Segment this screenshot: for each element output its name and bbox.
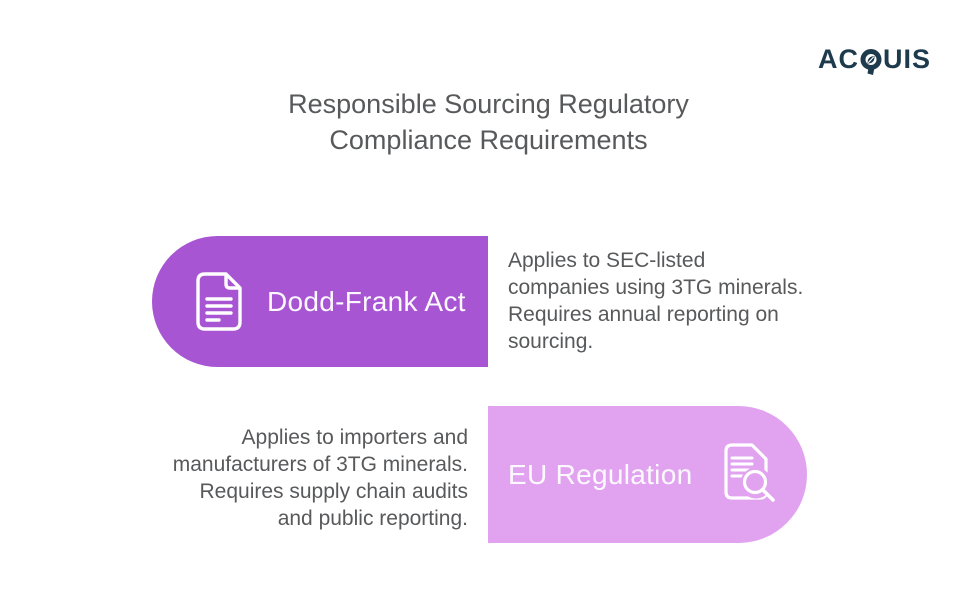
page-title-line-2: Compliance Requirements xyxy=(329,125,648,155)
description-line: Applies to importers and xyxy=(241,426,468,449)
description-line: Applies to SEC-listed xyxy=(508,249,706,272)
acquis-logo: AC UIS xyxy=(818,44,931,75)
logo-q-leaf-icon xyxy=(860,48,882,75)
description-line: Requires supply chain audits xyxy=(199,480,469,503)
description-line: sourcing. xyxy=(508,330,594,353)
pill-eu-regulation: EU Regulation xyxy=(488,406,807,543)
description-eu-regulation: Applies to importers and manufacturers o… xyxy=(140,424,468,532)
pill-label-eu-regulation: EU Regulation xyxy=(508,458,693,490)
page-title-line-1: Responsible Sourcing Regulatory xyxy=(288,89,689,119)
description-line: manufacturers of 3TG minerals. xyxy=(172,453,468,476)
logo-text-post: UIS xyxy=(882,44,931,74)
pill-dodd-frank: Dodd-Frank Act xyxy=(152,236,488,367)
description-dodd-frank: Applies to SEC-listed companies using 3T… xyxy=(508,247,803,355)
description-line: companies using 3TG minerals. xyxy=(508,276,804,299)
document-search-icon xyxy=(724,442,776,502)
description-line: Requires annual reporting on xyxy=(508,303,779,326)
logo-text-pre: AC xyxy=(817,44,859,74)
page-title: Responsible Sourcing Regulatory Complian… xyxy=(0,86,977,158)
document-icon xyxy=(196,271,242,331)
pill-label-dodd-frank: Dodd-Frank Act xyxy=(267,285,466,317)
description-line: and public reporting. xyxy=(277,507,468,530)
